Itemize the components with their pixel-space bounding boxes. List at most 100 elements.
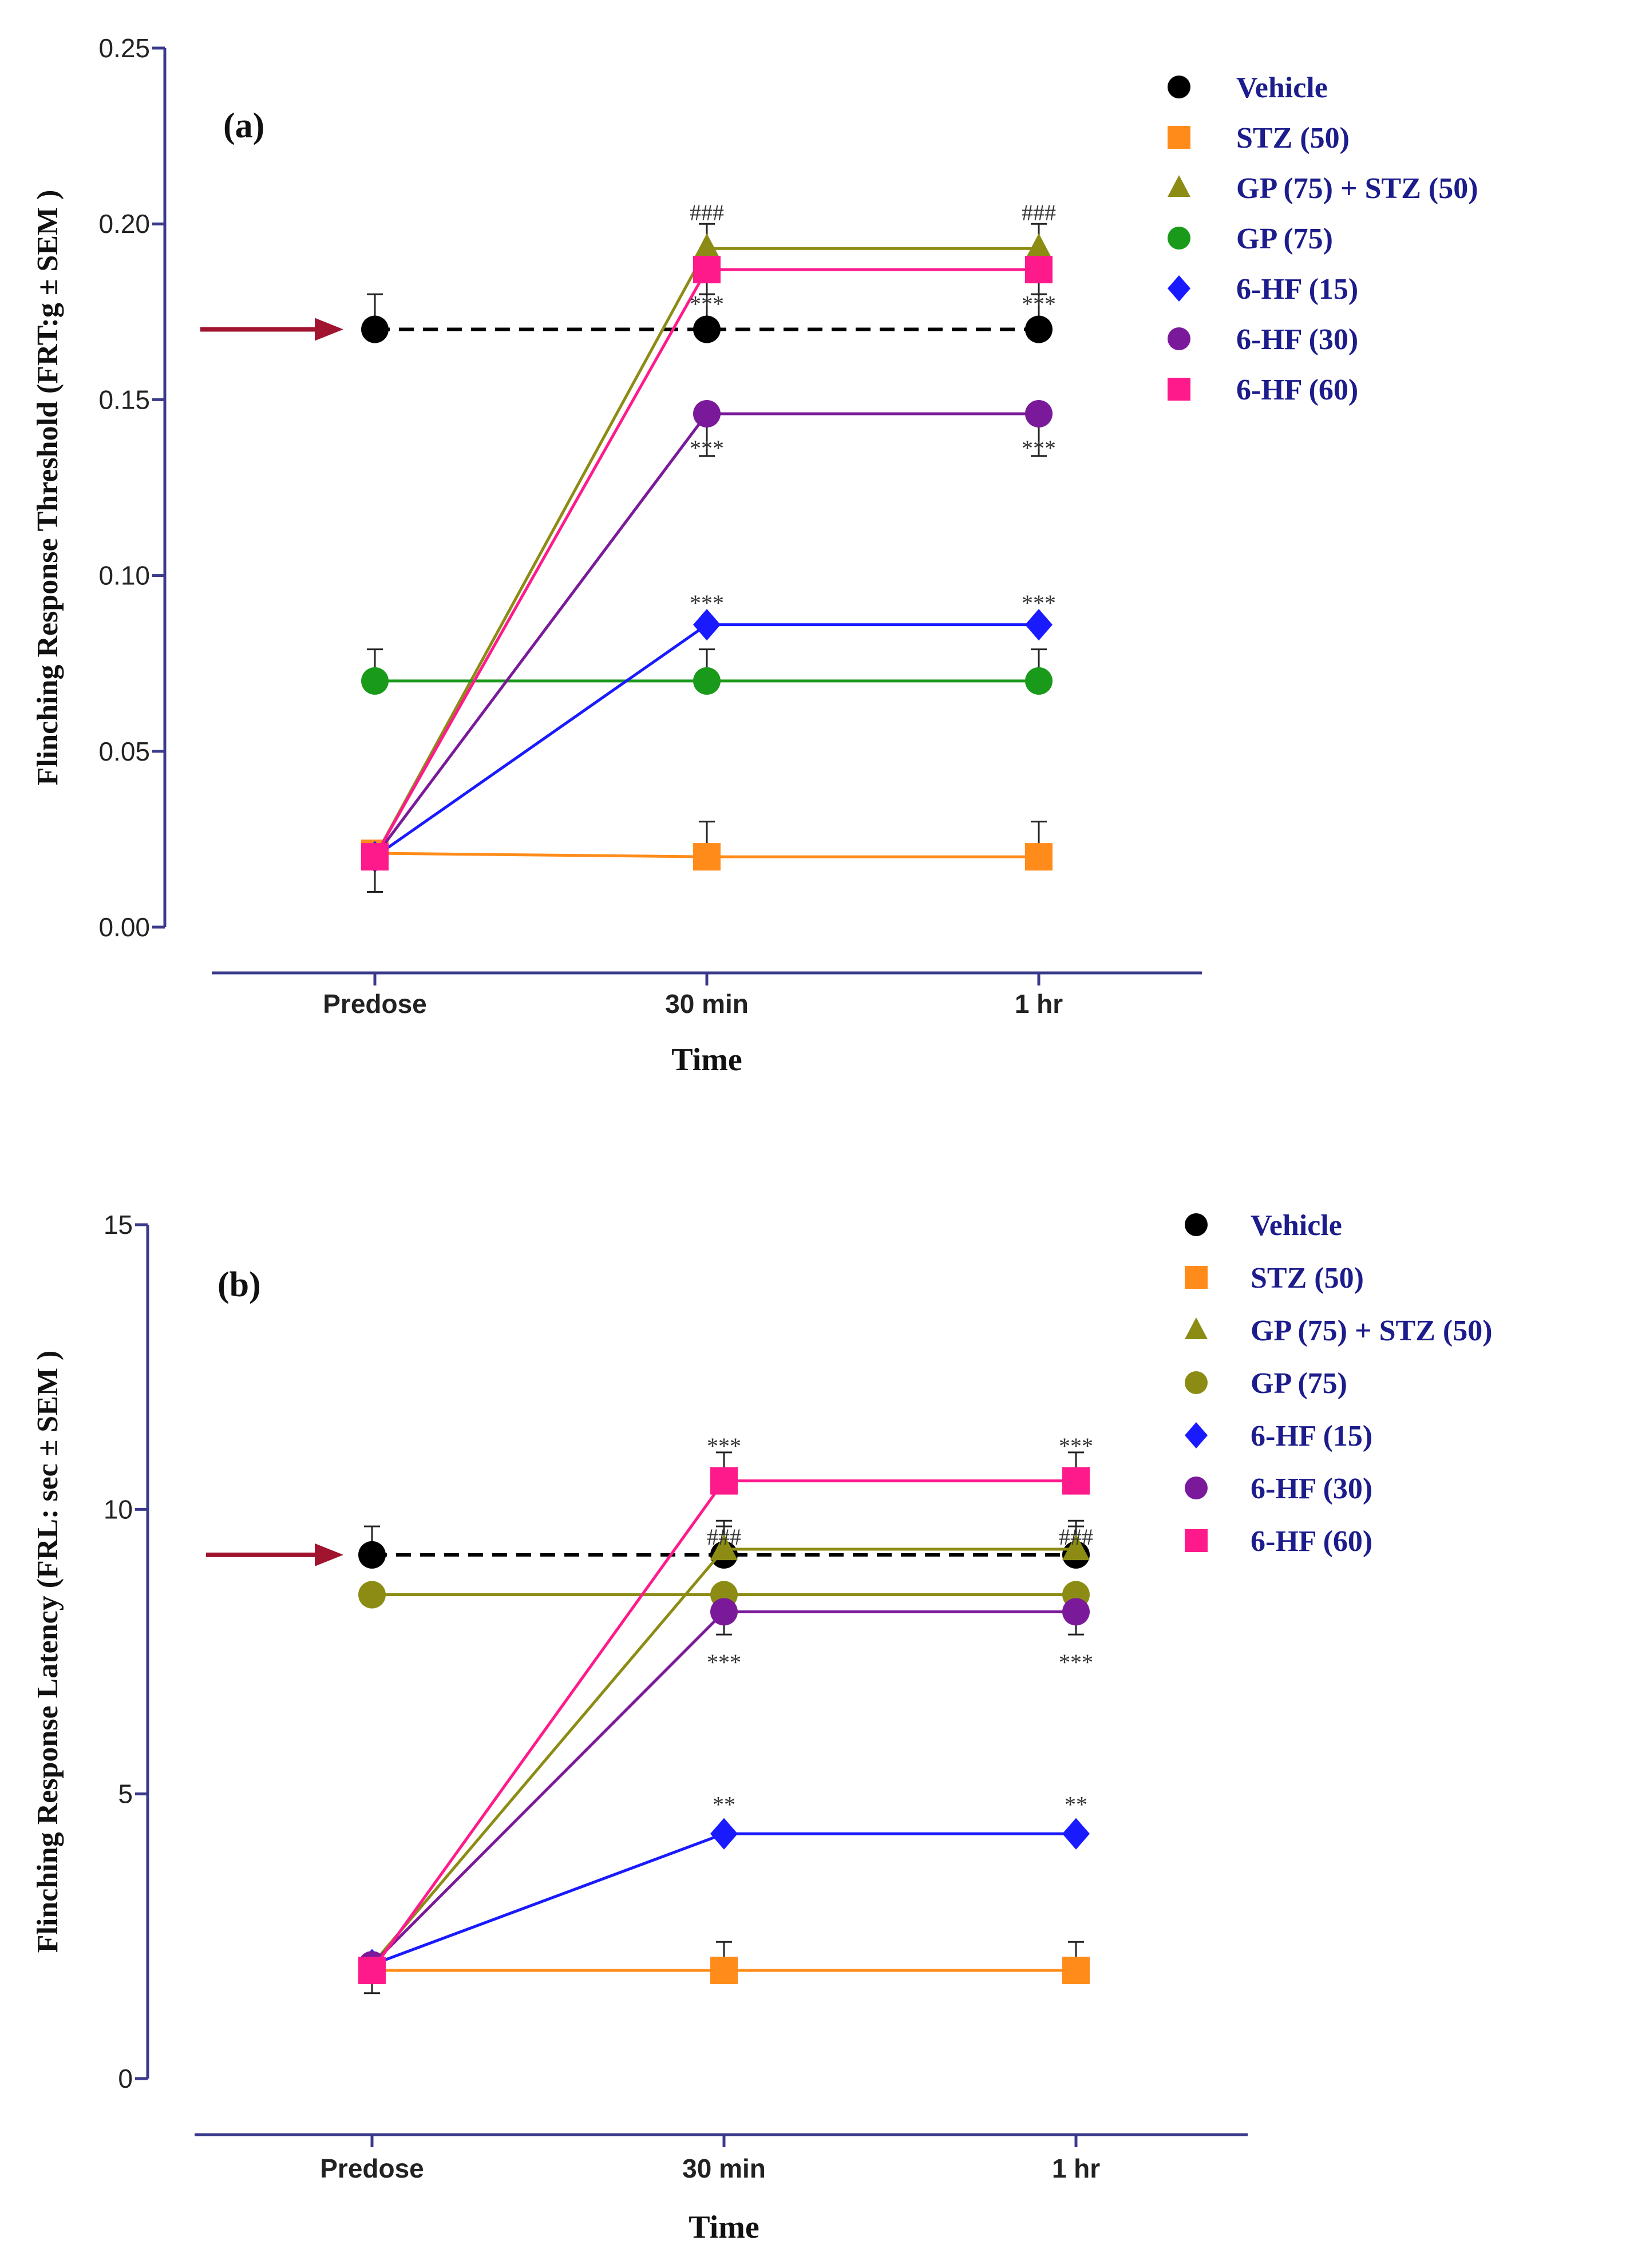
- panel-b-legend-label-stz-50: STZ (50): [1251, 1262, 1364, 1295]
- panel-b-x-tick-label: Predose: [320, 2154, 424, 2183]
- panel-b-point-gp-75-stz-50: [710, 1534, 738, 1561]
- panel-a-point-vehicle: [1025, 315, 1053, 343]
- panel-a-chart: 0.00 0.05 0.10 0.15 0.20 0.25 Flinching Respon…: [31, 33, 1478, 1078]
- panel-b-point-6-hf-30: [710, 1598, 738, 1626]
- panel-b-x-tick-label: 30 min: [682, 2154, 766, 2183]
- panel-b-significance-label: ###: [707, 1524, 741, 1550]
- panel-b-legend-label-6-hf-60: 6-HF (60): [1251, 1525, 1372, 1558]
- panel-a-point-6-hf-60: [361, 843, 389, 871]
- panel-b-point-6-hf-15: [710, 1818, 738, 1850]
- panel-a-point-6-hf-60: [1025, 256, 1053, 284]
- panel-b-series-6-hf-60: [358, 1451, 1090, 1994]
- panel-b-significance-label: ***: [1059, 1433, 1093, 1459]
- panel-a-legend-marker-6-hf-30: [1168, 327, 1190, 350]
- panel-b-point-6-hf-60: [1062, 1467, 1090, 1495]
- panel-a-legend-marker-vehicle: [1168, 76, 1190, 98]
- panel-a-y-tick-label: 0.20: [98, 209, 150, 239]
- panel-a-legend-marker-6-hf-15: [1168, 275, 1190, 302]
- panel-a-y-tick-label: 0.15: [98, 385, 150, 414]
- panel-a-x-tick-label: 1 hr: [1015, 989, 1063, 1019]
- panel-a-y-tick-label: 0.00: [98, 912, 150, 942]
- panel-b-significance-label: ***: [707, 1649, 741, 1675]
- panel-a-series-gp-75: [361, 648, 1053, 695]
- panel-b-point-stz-50: [710, 1957, 738, 1985]
- panel-b-point-6-hf-15: [1062, 1818, 1090, 1850]
- panel-a-point-stz-50: [693, 843, 721, 871]
- panel-a-significance-label: ***: [1022, 291, 1056, 317]
- panel-b-y-axis-title: Flinching Response Latency (FRL: sec ± S…: [31, 1351, 64, 1953]
- panel-a-line-6-hf-60: [373, 268, 1039, 858]
- panel-a-significance-label: ***: [1022, 435, 1056, 461]
- panel-b-point-6-hf-60: [358, 1957, 386, 1985]
- panel-b-y-tick-label: 15: [104, 1210, 133, 1240]
- panel-a-point-gp-75-stz-50: [1025, 233, 1053, 260]
- panel-a-y-tick-label: 0.25: [98, 33, 150, 63]
- panel-a-legend-marker-gp-75-stz-50: [1168, 175, 1190, 197]
- panel-b-legend-marker-gp-75: [1185, 1371, 1208, 1394]
- panel-a-significance-label: ###: [690, 200, 724, 225]
- panel-b-point-gp-75: [358, 1581, 386, 1609]
- panel-b-point-vehicle: [358, 1541, 386, 1569]
- panel-b-legend-marker-6-hf-60: [1185, 1529, 1208, 1552]
- panel-b-significance-label: ***: [707, 1433, 741, 1459]
- panel-a-series-stz-50: [361, 821, 1053, 871]
- panel-a-legend-marker-stz-50: [1168, 126, 1190, 149]
- panel-a-y-tick-label: 0.05: [98, 737, 150, 766]
- panel-a-significance-label: ***: [690, 291, 724, 317]
- panel-b-point-gp-75-stz-50: [1062, 1534, 1090, 1561]
- panel-a-significance-label: ***: [690, 435, 724, 461]
- panel-b-label: (b): [217, 1265, 261, 1304]
- panel-a-legend-label-gp-75-stz-50: GP (75) + STZ (50): [1236, 172, 1478, 205]
- panel-a-legend-label-6-hf-30: 6-HF (30): [1236, 323, 1358, 356]
- panel-b-legend-marker-6-hf-30: [1185, 1477, 1208, 1499]
- panel-b-legend-label-6-hf-30: 6-HF (30): [1251, 1473, 1372, 1505]
- panel-a-legend-label-gp-75: GP (75): [1236, 223, 1333, 255]
- panel-a-legend-label-vehicle: Vehicle: [1236, 72, 1328, 104]
- panel-a-x-tick-label: Predose: [323, 989, 427, 1019]
- panel-a-point-gp-75-stz-50: [693, 233, 721, 260]
- panel-b-x-tick-label: 1 hr: [1052, 2154, 1100, 2183]
- panel-a-legend-marker-6-hf-60: [1168, 378, 1190, 401]
- panel-a-point-6-hf-60: [693, 256, 721, 284]
- panel-b-significance-label: ###: [1059, 1524, 1093, 1550]
- panel-a-series-vehicle: [361, 293, 1053, 343]
- panel-a-point-vehicle: [361, 315, 389, 343]
- panel-a-significance-label: ***: [1022, 590, 1056, 616]
- panel-a-baseline-arrow-head: [315, 318, 343, 341]
- panel-a-point-gp-75: [693, 667, 721, 695]
- panel-a-significance-label: ###: [1022, 200, 1056, 225]
- panel-a-legend-marker-gp-75: [1168, 227, 1190, 250]
- panel-a-y-axis-title: Flinching Response Threshold (FRT:g ± SE…: [31, 190, 64, 786]
- panel-b-point-stz-50: [1062, 1957, 1090, 1985]
- panel-b-legend-label-gp-75-stz-50: GP (75) + STZ (50): [1251, 1315, 1493, 1347]
- panel-b-legend-marker-6-hf-15: [1185, 1422, 1208, 1448]
- panel-b-chart: 0 5 10 15 Flinching Response Latency (FRL: s…: [31, 1209, 1493, 2245]
- panel-b-legend-marker-gp-75-stz-50: [1185, 1317, 1208, 1339]
- panel-b-legend-marker-vehicle: [1185, 1213, 1208, 1236]
- panel-a-point-6-hf-30: [693, 399, 721, 428]
- panel-b-significance-label: **: [1065, 1792, 1087, 1818]
- panel-b-point-6-hf-60: [710, 1467, 738, 1495]
- panel-b-y-tick-label: 0: [118, 2064, 133, 2093]
- panel-a-label: (a): [223, 106, 264, 145]
- panel-a-legend-label-6-hf-15: 6-HF (15): [1236, 273, 1358, 306]
- panel-a-series-6-hf-60: [361, 256, 1053, 893]
- panel-b-legend-label-6-hf-15: 6-HF (15): [1251, 1420, 1372, 1452]
- panel-a-point-vehicle: [693, 315, 721, 343]
- panel-a-x-tick-label: 30 min: [665, 989, 749, 1019]
- panel-b-legend-marker-stz-50: [1185, 1266, 1208, 1289]
- panel-b-significance-label: **: [713, 1792, 735, 1818]
- panel-a-point-6-hf-30: [1025, 399, 1053, 428]
- panel-a-point-stz-50: [1025, 843, 1053, 871]
- panel-a-significance-label: ***: [690, 590, 724, 616]
- panel-b-legend-label-vehicle: Vehicle: [1251, 1209, 1342, 1242]
- panel-b-y-tick-label: 10: [104, 1494, 133, 1524]
- panel-b-legend-label-gp-75: GP (75): [1251, 1367, 1347, 1400]
- panel-a-x-axis-title: Time: [671, 1042, 742, 1078]
- panel-a-point-6-hf-15: [1025, 609, 1053, 641]
- panel-a-legend-label-stz-50: STZ (50): [1236, 122, 1350, 155]
- panel-b-point-6-hf-30: [1062, 1598, 1090, 1626]
- panel-a-y-tick-label: 0.10: [98, 561, 150, 591]
- panel-b-x-axis-title: Time: [689, 2210, 759, 2245]
- panel-b-significance-label: ***: [1059, 1649, 1093, 1675]
